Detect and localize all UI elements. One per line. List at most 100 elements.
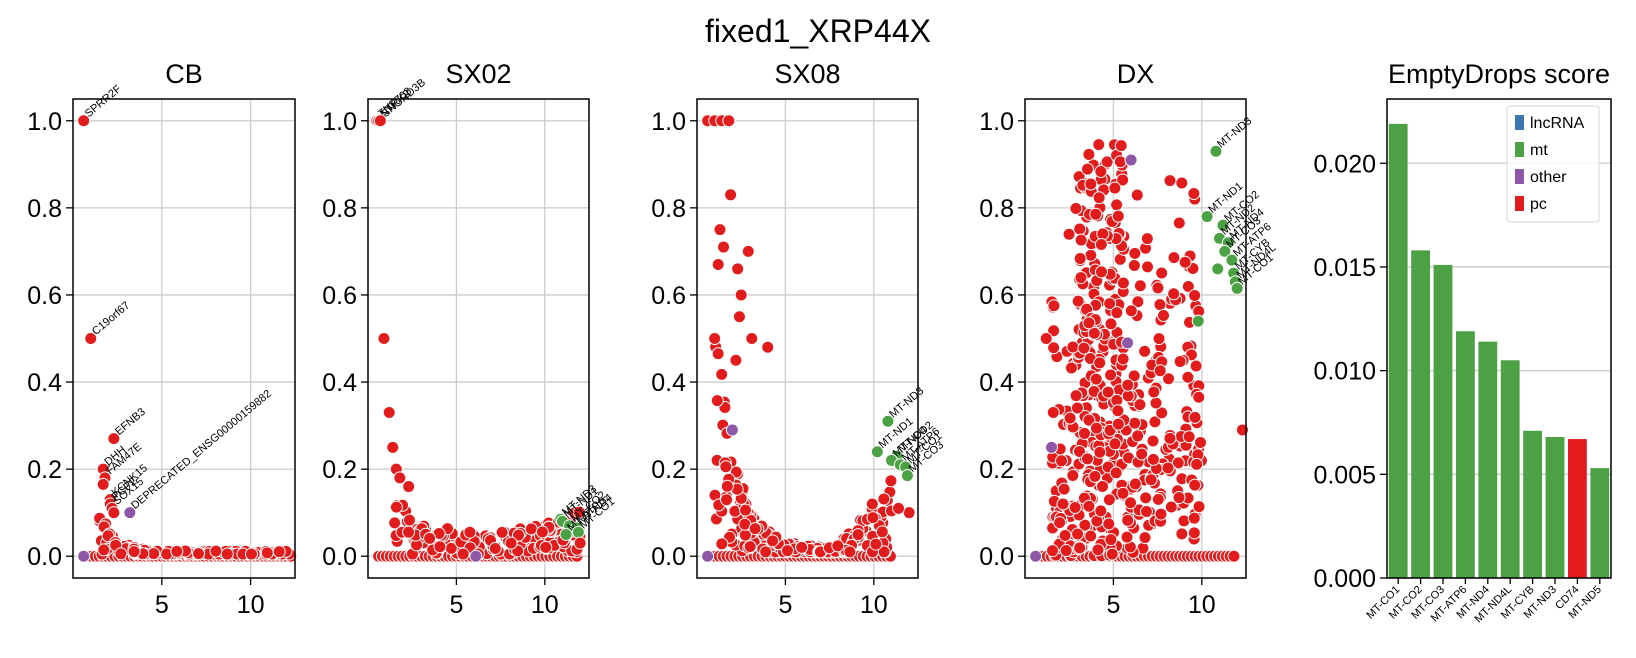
y-tick-label: 0.0 (979, 543, 1014, 571)
legend-box (1506, 105, 1600, 223)
scatter-point (1073, 444, 1087, 458)
scatter-point (739, 503, 753, 517)
scatter-point (1080, 452, 1094, 466)
scatter-point (1047, 299, 1061, 313)
scatter-point (1111, 209, 1125, 223)
scatter-point (1058, 528, 1072, 542)
scatter-point-pc (382, 406, 396, 420)
scatter-point (1111, 417, 1125, 431)
scatter-point (1167, 287, 1181, 301)
panel-title: EmptyDrops score (1388, 59, 1610, 89)
scatter-point (711, 347, 725, 361)
y-tick-label: 0.8 (651, 195, 686, 223)
scatter-point (1187, 186, 1201, 200)
scatter-point (1089, 372, 1103, 386)
scatter-point (402, 513, 416, 527)
scatter-point (1088, 469, 1102, 483)
y-tick-label: 0.000 (1313, 565, 1376, 593)
scatter-point-pc (107, 506, 121, 520)
scatter-point (719, 460, 733, 474)
scatter-point-pc (386, 440, 400, 454)
y-tick-label: 0.6 (651, 282, 686, 310)
scatter-point (1172, 216, 1186, 230)
scatter-point (1151, 492, 1165, 506)
scatter-point-pc (393, 471, 407, 485)
scatter-point (1128, 416, 1142, 430)
scatter-point (1092, 138, 1106, 152)
x-tick-label: 5 (155, 591, 169, 619)
x-tick-label: 5 (778, 591, 792, 619)
scatter-point (97, 543, 111, 557)
scatter-point (512, 528, 526, 542)
scatter-point (1069, 201, 1083, 215)
scatter-point-pc (96, 477, 110, 491)
scatter-point-other (123, 506, 137, 520)
scatter-point (495, 525, 509, 539)
bar-mt-co2 (1411, 250, 1431, 578)
scatter-point (1101, 385, 1115, 399)
plot-frame (367, 98, 590, 579)
scatter-point-pc (708, 332, 722, 345)
x-tick-label: 5 (1106, 591, 1120, 619)
panel-title: CB (165, 59, 203, 89)
scatter-point (1164, 500, 1178, 514)
x-tick-label: 10 (237, 591, 265, 619)
scatter-point-pc (892, 501, 906, 515)
scatter-point (877, 492, 891, 506)
scatter-point-pc (713, 223, 727, 237)
scatter-point (1187, 511, 1201, 525)
scatter-point (1162, 372, 1176, 386)
y-tick-label: 0.8 (979, 195, 1014, 223)
legend-label: mt (1530, 142, 1548, 159)
scatter-point (1096, 227, 1110, 241)
scatter-point (1144, 473, 1158, 487)
scatter-point (114, 547, 128, 561)
scatter-point (1128, 477, 1142, 491)
scatter-point-pc (107, 432, 121, 446)
scatter-point-other (77, 549, 91, 563)
scatter-point (1082, 499, 1096, 513)
legend: lncRNA mt other pc (1506, 105, 1600, 223)
scatter-point (209, 544, 223, 558)
scatter-point (1153, 298, 1167, 312)
scatter-point (1190, 457, 1204, 471)
y-tick-label: 1.0 (979, 108, 1014, 136)
scatter-point (1074, 271, 1088, 285)
scatter-point (1131, 429, 1145, 443)
legend-swatch-lncrna (1515, 115, 1524, 130)
scatter-point (884, 474, 898, 488)
bar-mt-nd4 (1478, 341, 1498, 578)
scatter-point-other (725, 423, 739, 437)
scatter-point (1151, 281, 1165, 295)
scatter-point (1187, 526, 1201, 540)
scatter-point-pc (717, 240, 731, 254)
scatter-point (1163, 431, 1177, 445)
scatter-point (1138, 531, 1152, 545)
scatter-point (1155, 406, 1169, 420)
scatter-point (1082, 316, 1096, 330)
scatter-point (1045, 544, 1059, 558)
scatter-point-pc (573, 536, 587, 550)
legend-swatch-mt (1515, 142, 1524, 157)
legend-label: lncRNA (1530, 115, 1585, 132)
y-tick-label: 1.0 (651, 108, 686, 136)
scatter-point (1094, 265, 1108, 279)
panel-dx: DX5 100.00.20.40.60.81.0 MT-ND3MT-ND1MT-CO… (979, 59, 1278, 619)
scatter-point-pc (761, 340, 775, 354)
scatter-point-pc (731, 262, 745, 276)
y-tick-label: 0.2 (651, 456, 686, 484)
scatter-point (1163, 174, 1177, 188)
scatter-point (1121, 513, 1135, 527)
bar-mt-nd5 (1590, 468, 1610, 578)
scatter-point (1188, 288, 1202, 302)
scatter-point (1066, 340, 1080, 354)
scatter-point (710, 394, 724, 408)
scatter-point (1116, 352, 1130, 366)
scatter-point-mt (1200, 210, 1214, 224)
scatter-point (535, 525, 549, 539)
scatter-point (1089, 421, 1103, 435)
scatter-point (1227, 549, 1241, 563)
scatter-point-other (1121, 336, 1135, 350)
scatter-point (1138, 344, 1152, 358)
